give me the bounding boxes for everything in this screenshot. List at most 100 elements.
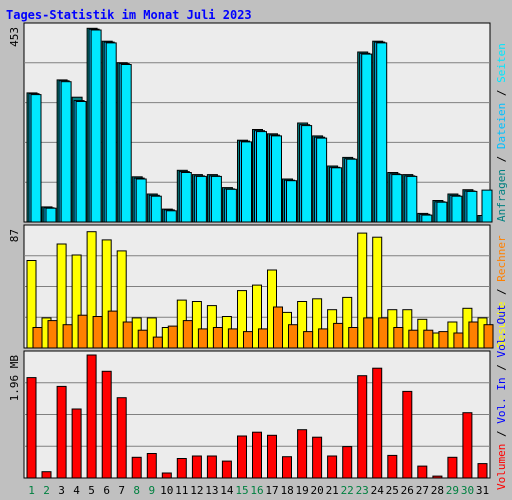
x-axis-day-labels: 1 2 3 4 5 6 7 8 9 10 11 12 13 14 15 16 17 18 19 20 21 22 23 24 2… xyxy=(28,484,489,497)
bar-besuche-day-1 xyxy=(26,260,37,349)
chart-panels: 453 87 1.96 MB xyxy=(8,22,494,479)
x-day-label: 12 xyxy=(190,484,203,497)
bar-rechner-day-4 xyxy=(77,314,88,349)
bar-rechner-day-15 xyxy=(243,331,253,349)
y-max-label: 453 xyxy=(8,27,21,47)
bar-volumen-day-15 xyxy=(237,435,247,479)
bar-volumen-day-27 xyxy=(417,465,428,479)
x-day-label: 3 xyxy=(58,484,65,497)
panel-top: 453 xyxy=(8,22,493,223)
x-day-label: 17 xyxy=(265,484,278,497)
legend-text: Volumen / Vol. In / Vol. Out xyxy=(495,305,508,490)
legend-entry: Volumen xyxy=(495,444,508,490)
bar-volumen-day-29 xyxy=(447,456,458,479)
legend-entry: Besuche xyxy=(495,302,508,348)
bar-seiten-day-27 xyxy=(421,214,433,223)
bar-besuche-day-3 xyxy=(56,243,67,349)
bar-seiten-day-23 xyxy=(361,53,373,223)
x-day-label: 6 xyxy=(103,484,110,497)
x-day-label: 28 xyxy=(431,484,444,497)
bar-seiten-day-6 xyxy=(105,42,117,223)
bar-volumen-day-30 xyxy=(462,412,473,479)
bar-seiten-day-4 xyxy=(75,101,87,223)
bar-seiten-day-7 xyxy=(120,64,132,223)
x-day-label: 26 xyxy=(401,484,414,497)
y-max-label: 87 xyxy=(8,229,21,242)
bar-volumen-day-25 xyxy=(387,454,398,479)
x-day-label: 21 xyxy=(326,484,339,497)
bar-seiten-day-13 xyxy=(210,175,222,223)
bar-seiten-day-15 xyxy=(241,141,252,223)
bar-volumen-day-21 xyxy=(327,455,338,479)
bar-volumen-day-22 xyxy=(342,446,353,479)
x-day-label: 15 xyxy=(235,484,248,497)
bar-volumen-day-18 xyxy=(282,456,292,479)
bar-volumen-day-8 xyxy=(131,456,142,479)
bar-seiten-day-11 xyxy=(180,172,192,223)
bar-seiten-day-18 xyxy=(286,180,297,223)
legend-entry: Vol. Out xyxy=(495,305,508,358)
bar-rechner-day-5 xyxy=(92,316,103,349)
bar-volumen-day-28 xyxy=(432,475,443,479)
bar-rechner-day-20 xyxy=(318,328,329,349)
bar-seiten-day-16 xyxy=(256,131,267,223)
bar-seiten-day-25 xyxy=(391,174,403,223)
bar-rechner-day-21 xyxy=(333,322,344,349)
bar-rechner-day-10 xyxy=(167,325,178,349)
bar-seiten-day-9 xyxy=(150,195,162,223)
bar-volumen-day-5 xyxy=(86,354,97,479)
legend-entry: Seiten xyxy=(495,43,508,83)
chart-title: Tages-Statistik im Monat Juli 2023 xyxy=(6,8,252,22)
bar-seiten-day-28 xyxy=(436,201,448,223)
x-day-label: 8 xyxy=(133,484,140,497)
bar-seiten-day-31 xyxy=(481,189,493,223)
x-day-label: 31 xyxy=(476,484,489,497)
bar-seiten-day-5 xyxy=(90,29,102,223)
bar-rechner-day-3 xyxy=(62,324,73,349)
bar-volumen-day-1 xyxy=(26,377,37,479)
x-day-label: 4 xyxy=(73,484,80,497)
legend-entry: Anfragen xyxy=(495,169,508,222)
bar-volumen-day-14 xyxy=(221,460,232,479)
bar-rechner-day-2 xyxy=(47,320,58,349)
bar-seiten-day-3 xyxy=(60,81,72,223)
x-day-label: 16 xyxy=(250,484,263,497)
bar-seiten-day-21 xyxy=(331,167,343,223)
bar-rechner-day-26 xyxy=(408,329,419,349)
legend-entry: Rechner xyxy=(495,235,508,282)
bar-besuche-day-22 xyxy=(342,296,353,349)
x-day-label: 22 xyxy=(341,484,354,497)
x-day-label: 5 xyxy=(88,484,95,497)
bar-volumen-day-2 xyxy=(41,471,52,479)
bar-besuche-day-16 xyxy=(252,284,262,349)
bar-rechner-day-9 xyxy=(152,336,163,349)
x-day-label: 2 xyxy=(43,484,50,497)
x-day-label: 10 xyxy=(160,484,173,497)
bar-volumen-day-24 xyxy=(372,367,383,479)
bar-volumen-day-13 xyxy=(206,455,217,479)
x-day-label: 20 xyxy=(310,484,323,497)
bar-rechner-day-30 xyxy=(468,321,479,349)
bar-besuche-day-4 xyxy=(71,254,82,349)
x-day-label: 27 xyxy=(416,484,429,497)
bar-seiten-day-1 xyxy=(30,94,42,223)
panel-bottom: 1.96 MB xyxy=(8,350,491,479)
bar-rechner-day-18 xyxy=(288,324,298,349)
panel-middle: 87 xyxy=(8,224,494,349)
bar-rechner-day-8 xyxy=(137,329,148,349)
bar-volumen-day-4 xyxy=(71,408,82,479)
bar-volumen-day-31 xyxy=(477,463,488,479)
bar-rechner-day-12 xyxy=(197,328,208,349)
bar-rechner-day-17 xyxy=(273,306,283,349)
legend-text: Anfragen / Dateien / Seiten xyxy=(495,43,508,222)
bar-rechner-day-28 xyxy=(438,331,449,349)
bar-rechner-day-1 xyxy=(32,327,43,349)
bar-besuche-day-7 xyxy=(116,250,127,349)
x-day-label: 11 xyxy=(175,484,188,497)
bar-volumen-day-6 xyxy=(101,370,112,479)
bar-besuche-day-23 xyxy=(357,232,368,349)
bar-seiten-day-20 xyxy=(316,137,328,223)
bar-rechner-day-29 xyxy=(453,332,464,349)
bar-rechner-day-27 xyxy=(423,329,434,349)
legend-text: Besuche / Rechner xyxy=(495,235,508,348)
